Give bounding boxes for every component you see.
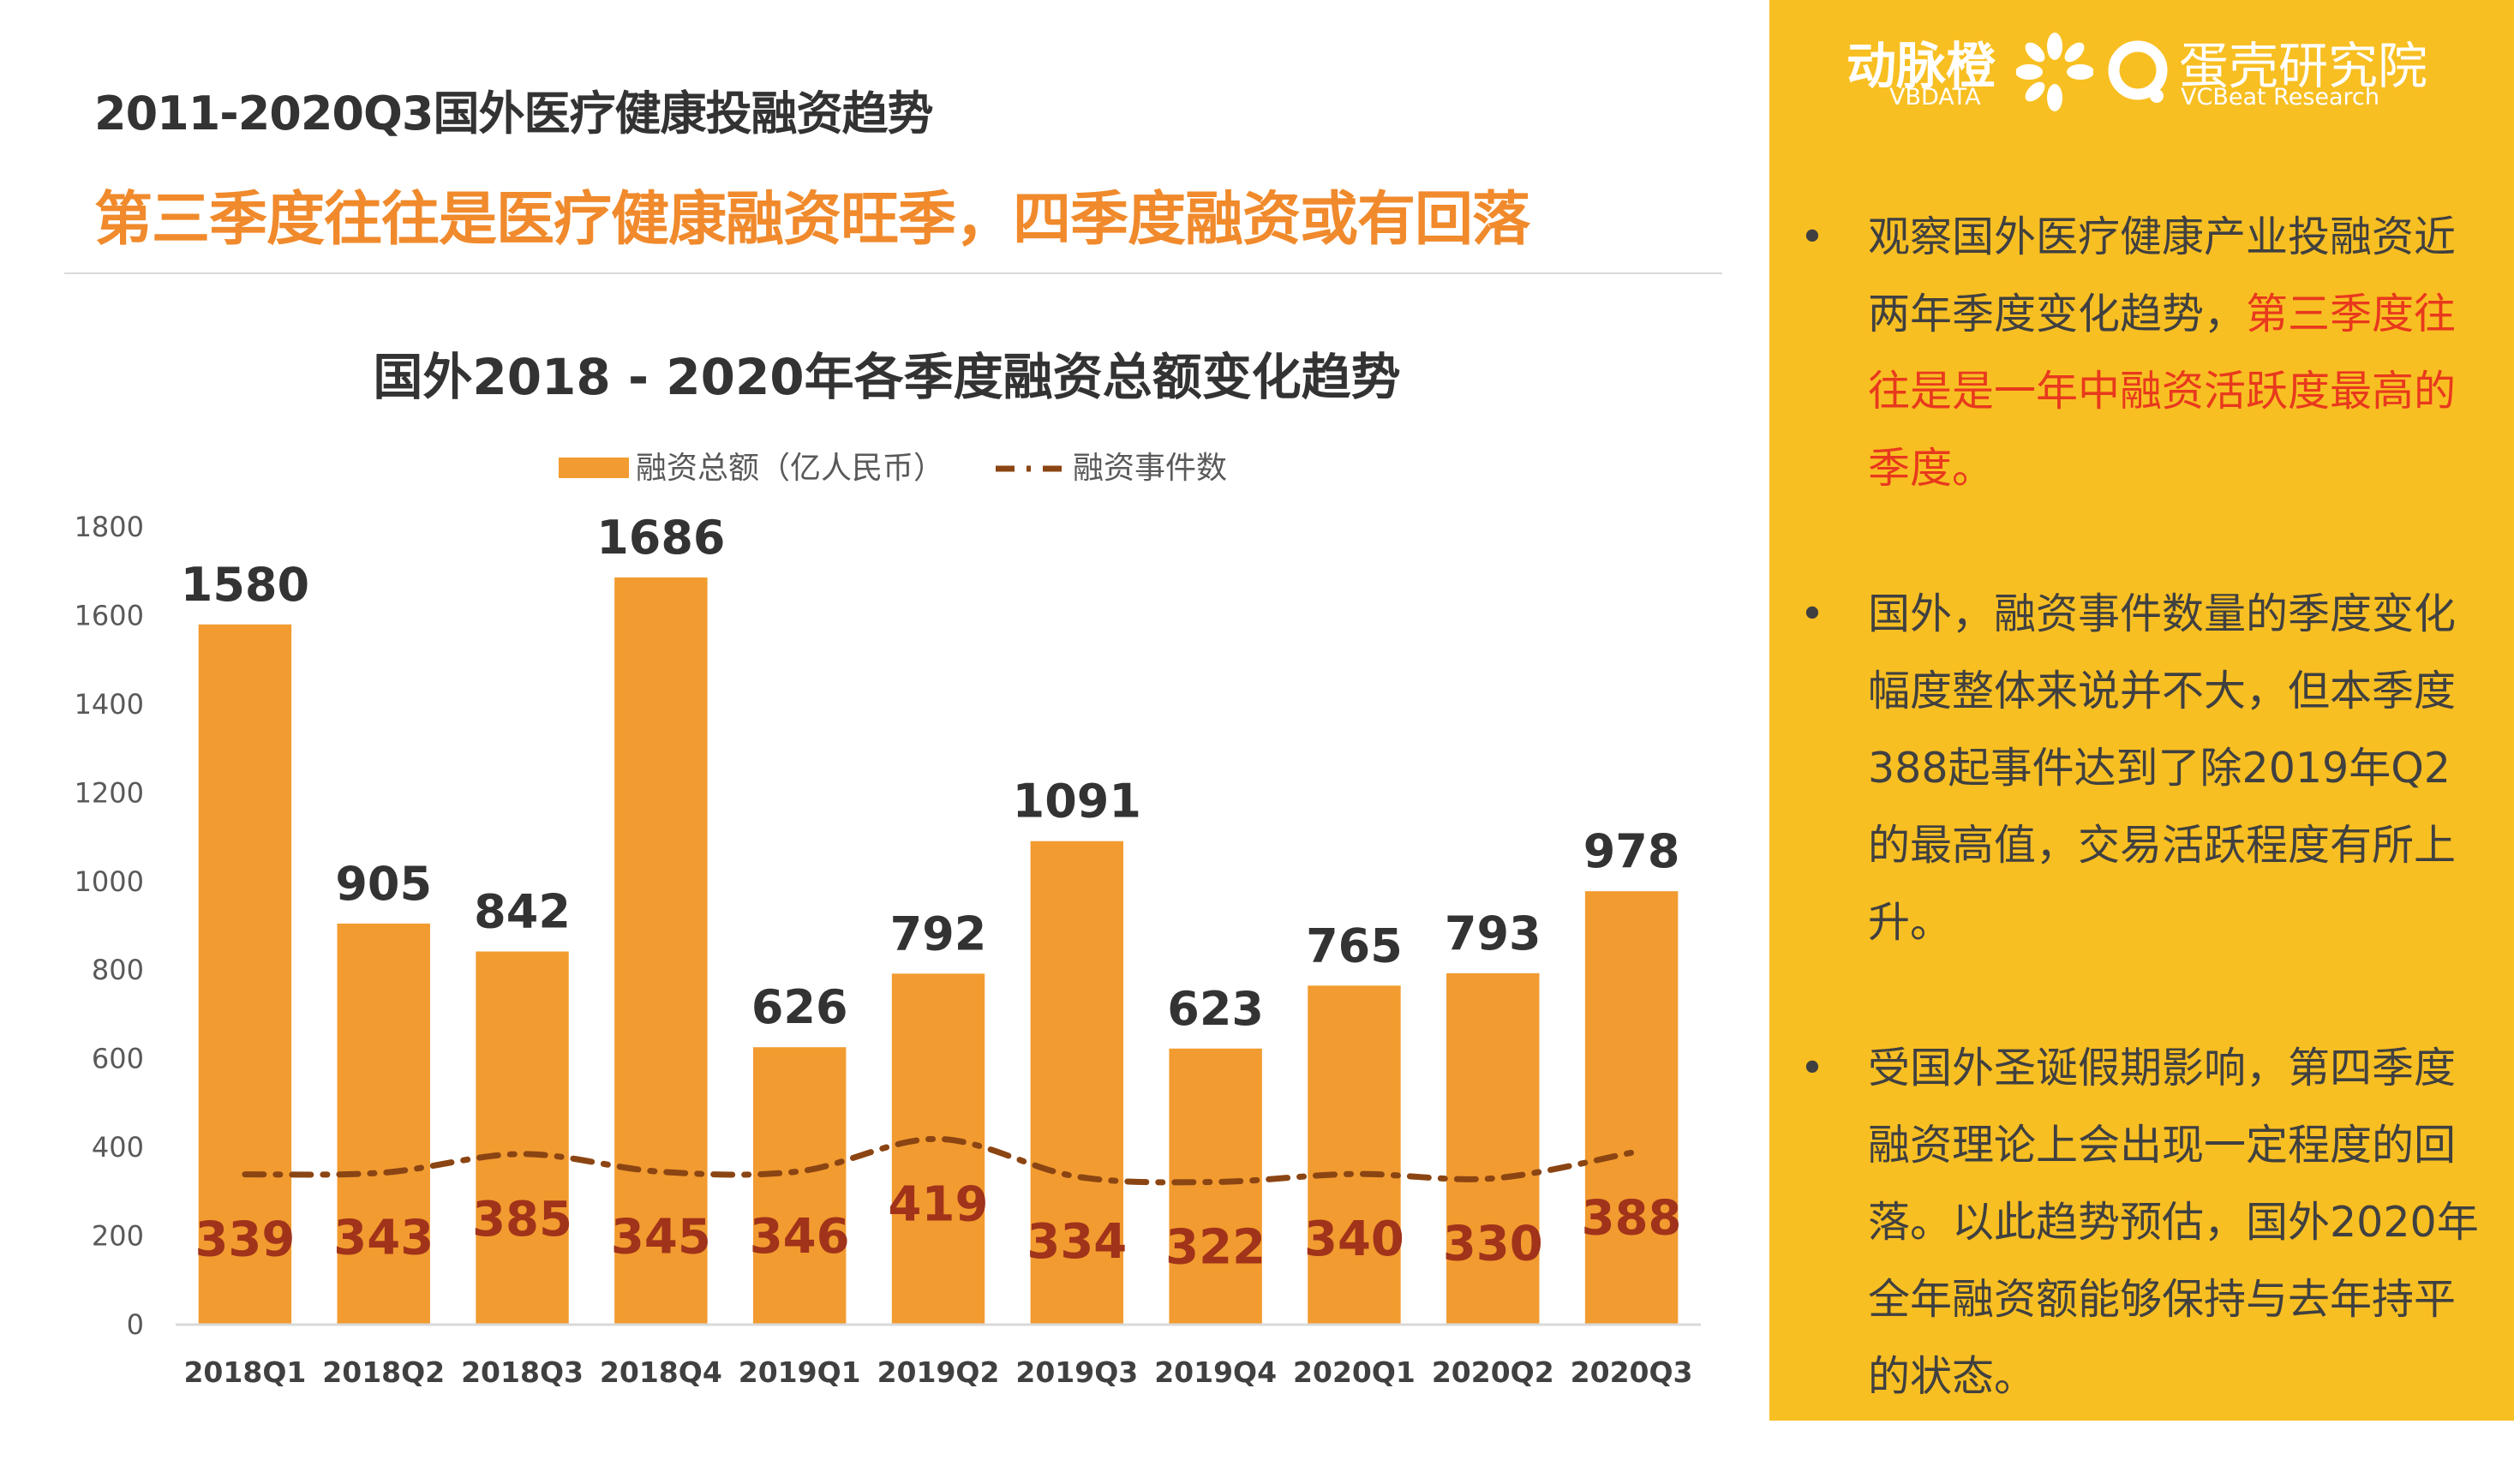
legend-bar-label: 融资总额（亿人民币） bbox=[636, 451, 944, 486]
insight-text: 受国外圣诞假期影响，第四季度融资理论上会出现一定程度的回落。以此趋势预估，国外2… bbox=[1868, 1044, 2479, 1401]
x-tick-label: 2020Q3 bbox=[1571, 1355, 1693, 1389]
insight-item: • 观察国外医疗健康产业投融资近两年季度变化趋势，第三季度往往是是一年中融资活跃… bbox=[1795, 199, 2481, 507]
bar-2018Q4 bbox=[614, 577, 708, 1325]
insight-text: 国外，融资事件数量的季度变化幅度整体来说并不大，但本季度388起事件达到了除20… bbox=[1868, 589, 2457, 947]
legend-bar-swatch bbox=[559, 458, 629, 478]
data-labels-group: 1580 905 842 1686 626 792 1091 623 765 793 978 339 3… bbox=[181, 511, 1682, 1275]
bullet-marker: • bbox=[1799, 1044, 1825, 1092]
y-tick-label: 1200 bbox=[75, 776, 144, 809]
x-tick-label: 2018Q1 bbox=[183, 1355, 306, 1389]
x-tick-label: 2018Q4 bbox=[600, 1355, 722, 1389]
vbdata-logo-text: 动脉橙 bbox=[1847, 37, 1996, 95]
event-count-label: 419 bbox=[889, 1176, 989, 1232]
insight-item: • 国外，融资事件数量的季度变化幅度整体来说并不大，但本季度388起事件达到了除… bbox=[1795, 576, 2481, 961]
insight-text: 观察国外医疗健康产业投融资近两年季度变化趋势， bbox=[1868, 212, 2457, 338]
vcbeat-logo-text: 蛋壳研究院 bbox=[2179, 37, 2428, 95]
bars-group bbox=[198, 577, 1679, 1325]
bar-value-label: 842 bbox=[474, 884, 571, 938]
x-tick-label: 2019Q1 bbox=[739, 1355, 861, 1389]
x-tick-label: 2020Q1 bbox=[1293, 1355, 1416, 1389]
y-tick-label: 1400 bbox=[75, 688, 144, 721]
bullet-marker: • bbox=[1799, 589, 1825, 638]
x-tick-label: 2019Q4 bbox=[1154, 1355, 1277, 1389]
chart-legend: 融资总额（亿人民币） 融资事件数 bbox=[559, 451, 1227, 486]
y-tick-label: 1000 bbox=[75, 865, 144, 898]
bar-2018Q2 bbox=[337, 923, 430, 1325]
bar-2019Q4 bbox=[1169, 1048, 1262, 1325]
y-tick-label: 600 bbox=[92, 1043, 144, 1075]
event-count-label: 322 bbox=[1165, 1219, 1266, 1275]
bar-value-label: 1686 bbox=[596, 511, 725, 565]
page-title: 2011-2020Q3国外医疗健康投融资趋势 bbox=[94, 87, 933, 141]
event-count-label: 334 bbox=[1027, 1214, 1127, 1270]
x-tick-label: 2018Q2 bbox=[322, 1355, 445, 1389]
bar-2018Q3 bbox=[476, 951, 569, 1325]
y-tick-label: 1600 bbox=[75, 599, 144, 631]
y-tick-label: 800 bbox=[92, 954, 144, 986]
bar-value-label: 1091 bbox=[1013, 775, 1141, 829]
y-tick-label: 200 bbox=[92, 1220, 144, 1253]
bar-value-label: 793 bbox=[1445, 907, 1541, 960]
bar-value-label: 978 bbox=[1583, 824, 1680, 878]
page-subtitle: 第三季度往往是医疗健康融资旺季，四季度融资或有回落 bbox=[94, 186, 1530, 254]
bar-2018Q1 bbox=[198, 624, 292, 1325]
bar-2019Q3 bbox=[1030, 841, 1124, 1325]
bar-2019Q2 bbox=[891, 973, 985, 1325]
title-divider bbox=[64, 272, 1722, 274]
vcbeat-logo-subtext: VCBeat Research bbox=[2181, 84, 2380, 111]
x-tick-label: 2018Q3 bbox=[461, 1355, 584, 1389]
event-count-label: 330 bbox=[1443, 1216, 1543, 1272]
bar-value-label: 626 bbox=[751, 980, 848, 1034]
side-panel bbox=[1769, 0, 2514, 1421]
event-count-label: 346 bbox=[750, 1209, 850, 1265]
bar-value-label: 765 bbox=[1306, 919, 1403, 972]
chart-title: 国外2018 - 2020年各季度融资总额变化趋势 bbox=[373, 348, 1400, 406]
funding-chart: 国外2018 - 2020年各季度融资总额变化趋势 融资总额（亿人民币） 融资事… bbox=[75, 348, 1701, 1389]
legend-line-label: 融资事件数 bbox=[1073, 451, 1227, 486]
event-count-label: 385 bbox=[472, 1192, 572, 1248]
bar-value-label: 905 bbox=[335, 857, 432, 911]
event-count-label: 339 bbox=[195, 1212, 295, 1268]
x-axis: 2018Q1 2018Q2 2018Q3 2018Q4 2019Q1 2019Q2 2019… bbox=[183, 1355, 1692, 1389]
y-axis: 0 200 400 600 800 1000 1200 1400 1600 1800 bbox=[75, 511, 144, 1341]
bar-2020Q3 bbox=[1584, 891, 1679, 1325]
insight-highlight: 第三季度往往是是一年中融资活跃度最高的季度。 bbox=[1868, 290, 2457, 493]
vcbeat-egg-icon bbox=[2108, 40, 2168, 103]
x-tick-label: 2019Q3 bbox=[1015, 1355, 1138, 1389]
bar-value-label: 1580 bbox=[181, 558, 309, 612]
insights-list: • 观察国外医疗健康产业投融资近两年季度变化趋势，第三季度往往是是一年中融资活跃… bbox=[1795, 199, 2481, 1484]
x-tick-label: 2020Q2 bbox=[1432, 1355, 1554, 1389]
insight-item: • 受国外圣诞假期影响，第四季度融资理论上会出现一定程度的回落。以此趋势预估，国… bbox=[1795, 1030, 2481, 1415]
event-count-label: 343 bbox=[333, 1211, 434, 1266]
event-count-label: 345 bbox=[611, 1210, 711, 1266]
x-tick-label: 2019Q2 bbox=[877, 1355, 1000, 1389]
bar-value-label: 623 bbox=[1167, 982, 1264, 1036]
event-count-label: 340 bbox=[1304, 1212, 1404, 1267]
y-tick-label: 1800 bbox=[75, 511, 144, 543]
logo-row: 动脉橙 VBDATA 蛋壳研究院 VCBeat Research bbox=[1847, 26, 2463, 120]
event-count-line bbox=[242, 1135, 1635, 1186]
bar-2020Q2 bbox=[1446, 972, 1540, 1325]
y-tick-label: 400 bbox=[92, 1131, 144, 1164]
vbdata-flower-icon bbox=[2016, 33, 2093, 111]
bar-2020Q1 bbox=[1308, 985, 1401, 1325]
bullet-marker: • bbox=[1799, 212, 1825, 261]
y-tick-label: 0 bbox=[127, 1308, 144, 1341]
event-count-label: 388 bbox=[1582, 1190, 1682, 1246]
vbdata-logo-subtext: VBDATA bbox=[1889, 84, 1981, 111]
bar-2019Q1 bbox=[752, 1047, 847, 1325]
event-count-series-line bbox=[242, 1135, 1635, 1186]
bar-value-label: 792 bbox=[890, 907, 987, 960]
